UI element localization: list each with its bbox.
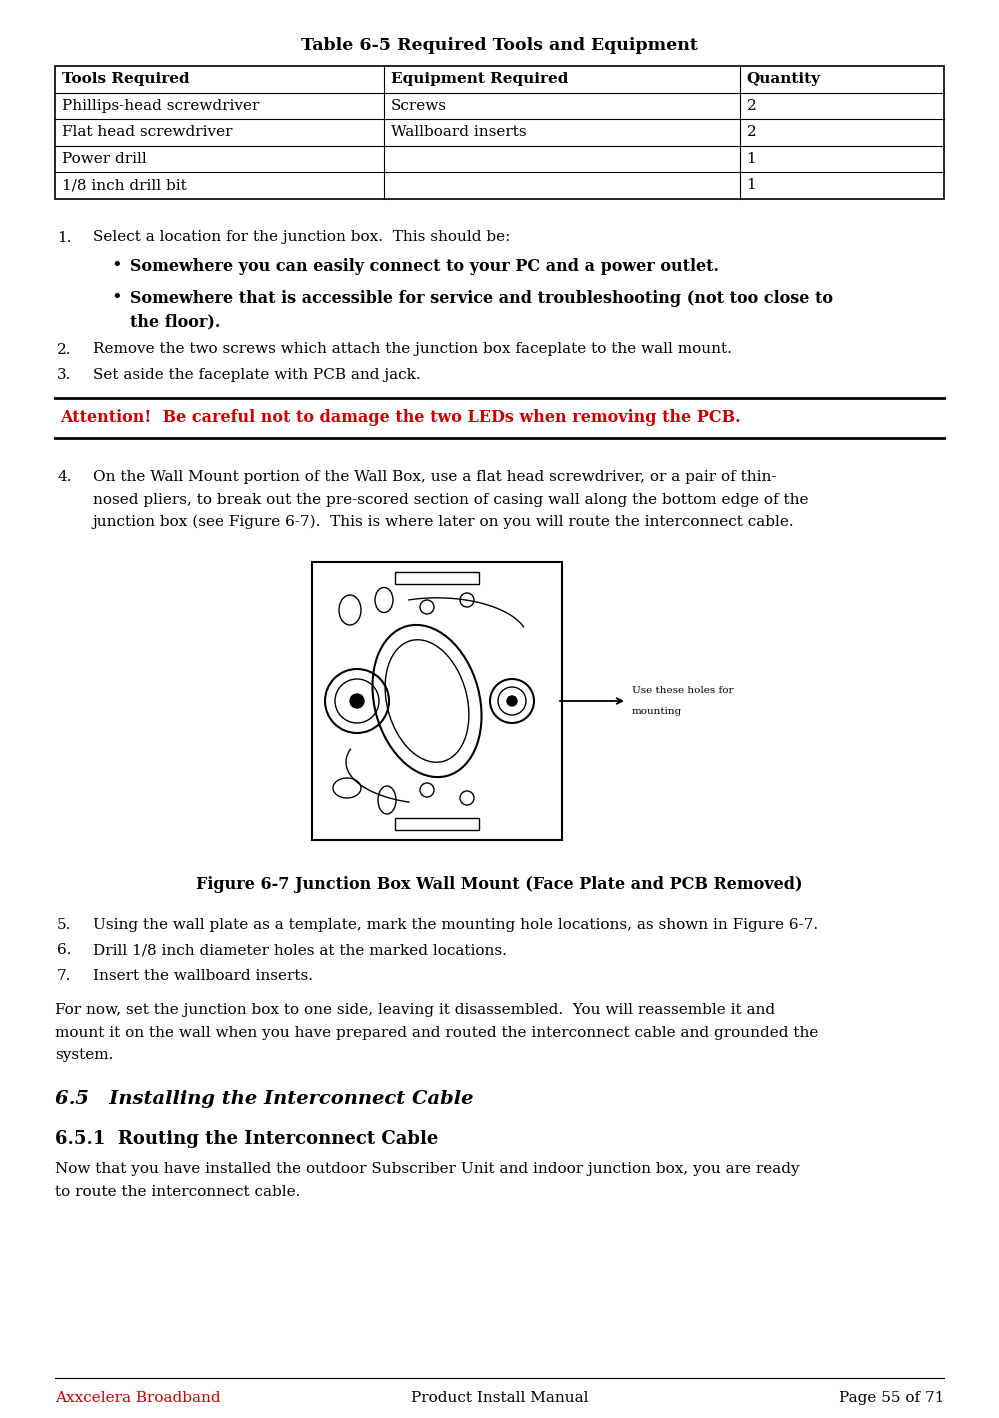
Text: 6.5.1  Routing the Interconnect Cable: 6.5.1 Routing the Interconnect Cable (55, 1130, 439, 1149)
Bar (312, 562, 562, 839)
Text: to route the interconnect cable.: to route the interconnect cable. (55, 1184, 301, 1198)
Bar (395, 571, 480, 584)
Text: Somewhere you can easily connect to your PC and a power outlet.: Somewhere you can easily connect to your… (130, 258, 719, 275)
Text: Flat head screwdriver: Flat head screwdriver (62, 125, 233, 139)
Text: For now, set the junction box to one side, leaving it disassembled.  You will re: For now, set the junction box to one sid… (55, 1003, 775, 1017)
Text: 1/8 inch drill bit: 1/8 inch drill bit (62, 179, 187, 193)
Text: Axxcelera Broadband: Axxcelera Broadband (55, 1391, 221, 1405)
Text: 7.: 7. (57, 968, 71, 983)
Circle shape (350, 693, 364, 708)
Text: mounting: mounting (632, 708, 682, 716)
Ellipse shape (375, 587, 393, 613)
Bar (307, 550, 692, 849)
Text: Remove the two screws which attach the junction box faceplate to the wall mount.: Remove the two screws which attach the j… (93, 343, 732, 356)
Text: 1: 1 (746, 152, 756, 166)
Text: Phillips-head screwdriver: Phillips-head screwdriver (62, 99, 260, 113)
Text: •: • (111, 289, 122, 308)
Text: the floor).: the floor). (130, 313, 221, 330)
Text: Insert the wallboard inserts.: Insert the wallboard inserts. (93, 968, 313, 983)
Ellipse shape (333, 778, 361, 798)
Text: nosed pliers, to break out the pre-scored section of casing wall along the botto: nosed pliers, to break out the pre-score… (93, 492, 808, 506)
Text: mount it on the wall when you have prepared and routed the interconnect cable an: mount it on the wall when you have prepa… (55, 1025, 818, 1039)
Text: 6.5   Installing the Interconnect Cable: 6.5 Installing the Interconnect Cable (55, 1090, 474, 1107)
Text: 2: 2 (746, 99, 756, 113)
Text: Now that you have installed the outdoor Subscriber Unit and indoor junction box,: Now that you have installed the outdoor … (55, 1161, 799, 1176)
Text: 1.: 1. (57, 231, 72, 244)
Ellipse shape (378, 786, 396, 814)
Text: Wallboard inserts: Wallboard inserts (391, 125, 526, 139)
Text: Screws: Screws (391, 99, 447, 113)
Text: Table 6-5 Required Tools and Equipment: Table 6-5 Required Tools and Equipment (301, 37, 698, 54)
Text: Equipment Required: Equipment Required (391, 72, 568, 86)
Text: Power drill: Power drill (62, 152, 147, 166)
Text: Figure 6-7 Junction Box Wall Mount (Face Plate and PCB Removed): Figure 6-7 Junction Box Wall Mount (Face… (196, 876, 803, 893)
Text: 3.: 3. (57, 369, 71, 381)
Text: Page 55 of 71: Page 55 of 71 (838, 1391, 944, 1405)
Text: 1: 1 (746, 179, 756, 193)
Text: 4.: 4. (57, 469, 72, 484)
Text: 5.: 5. (57, 917, 71, 932)
Text: Quantity: Quantity (746, 72, 820, 86)
Text: Tools Required: Tools Required (62, 72, 190, 86)
Text: 2: 2 (746, 125, 756, 139)
Text: Set aside the faceplate with PCB and jack.: Set aside the faceplate with PCB and jac… (93, 369, 421, 381)
Text: 2.: 2. (57, 343, 72, 356)
Text: On the Wall Mount portion of the Wall Box, use a flat head screwdriver, or a pai: On the Wall Mount portion of the Wall Bo… (93, 469, 776, 484)
Text: junction box (see Figure 6-7).  This is where later on you will route the interc: junction box (see Figure 6-7). This is w… (93, 515, 794, 529)
Text: Attention!  Be careful not to damage the two LEDs when removing the PCB.: Attention! Be careful not to damage the … (60, 410, 740, 427)
Text: Use these holes for: Use these holes for (632, 686, 733, 695)
Text: Using the wall plate as a template, mark the mounting hole locations, as shown i: Using the wall plate as a template, mark… (93, 917, 818, 932)
Text: Select a location for the junction box.  This should be:: Select a location for the junction box. … (93, 231, 510, 244)
Text: Drill 1/8 inch diameter holes at the marked locations.: Drill 1/8 inch diameter holes at the mar… (93, 943, 506, 957)
Text: Product Install Manual: Product Install Manual (411, 1391, 588, 1405)
Circle shape (507, 696, 517, 706)
Ellipse shape (339, 596, 361, 625)
Bar (395, 818, 480, 830)
Text: 6.: 6. (57, 943, 72, 957)
Text: •: • (111, 257, 122, 275)
Bar (55, 67, 944, 199)
Text: system.: system. (55, 1048, 113, 1062)
Text: Somewhere that is accessible for service and troubleshooting (not too close to: Somewhere that is accessible for service… (130, 291, 833, 308)
